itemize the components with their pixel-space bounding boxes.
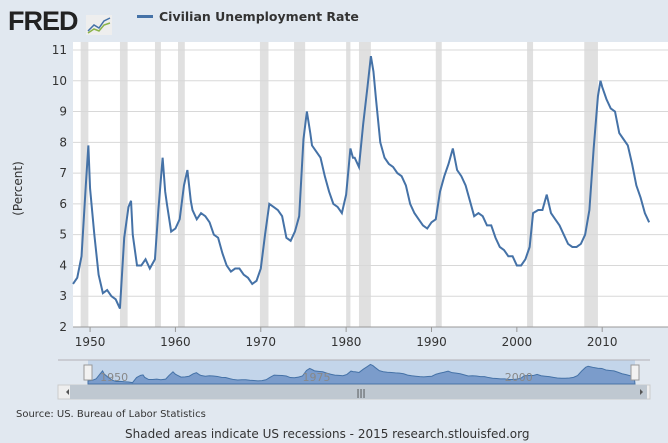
navigator-handle-left[interactable]	[83, 364, 93, 381]
navigator-label: 2000	[505, 371, 533, 384]
recession-band	[527, 42, 534, 327]
series-line	[72, 55, 651, 309]
legend-label: Civilian Unemployment Rate	[159, 9, 359, 24]
recession-band	[358, 42, 371, 327]
scroll-right-arrow-icon[interactable]	[640, 389, 643, 395]
navigator-handle-right[interactable]	[630, 364, 640, 381]
scroll-left-arrow-icon[interactable]	[66, 389, 69, 395]
source-text: Source: US. Bureau of Labor Statistics	[16, 409, 206, 420]
y-tick-label: 3	[59, 289, 67, 303]
logo-text: FRED	[8, 6, 78, 36]
x-tick-label: 2010	[587, 335, 618, 349]
x-tick-label: 1990	[416, 335, 447, 349]
x-tick-label: 2000	[502, 335, 533, 349]
y-tick-label: 4	[59, 258, 67, 272]
y-tick-label: 5	[59, 228, 67, 242]
navigator-label: 1950	[100, 371, 128, 384]
recession-band	[294, 42, 306, 327]
navigator-label: 1975	[302, 371, 330, 384]
recession-band	[119, 42, 128, 327]
legend-item[interactable]: Civilian Unemployment Rate	[137, 9, 359, 24]
y-tick-label: 11	[52, 43, 67, 57]
y-tick-label: 8	[59, 135, 67, 149]
x-tick-label: 1980	[331, 335, 362, 349]
recession-band	[154, 42, 161, 327]
recession-band	[80, 42, 89, 327]
y-tick-label: 7	[59, 166, 67, 180]
recession-band	[435, 42, 442, 327]
fred-logo[interactable]: FRED	[8, 6, 113, 37]
x-tick-label: 1950	[75, 335, 106, 349]
y-tick-label: 2	[59, 320, 67, 334]
y-tick-label: 6	[59, 197, 67, 211]
y-tick-label: 9	[59, 105, 67, 119]
y-tick-label: 10	[52, 74, 67, 88]
x-tick-label: 1970	[246, 335, 277, 349]
recession-band	[177, 42, 185, 327]
x-tick-label: 1960	[160, 335, 191, 349]
y-axis-label: (Percent)	[11, 161, 25, 216]
scrollbar-grip-icon: |||	[356, 389, 365, 399]
recession-band	[259, 42, 269, 327]
chart-header: FRED Civilian Unemployment Rate	[0, 0, 668, 40]
fred-chart-icon	[86, 14, 113, 35]
recession-note: Shaded areas indicate US recessions - 20…	[125, 427, 530, 441]
scrollbar-thumb[interactable]	[70, 385, 647, 399]
navigator-series	[87, 363, 636, 385]
recession-band	[346, 42, 351, 327]
legend-swatch	[137, 15, 153, 18]
